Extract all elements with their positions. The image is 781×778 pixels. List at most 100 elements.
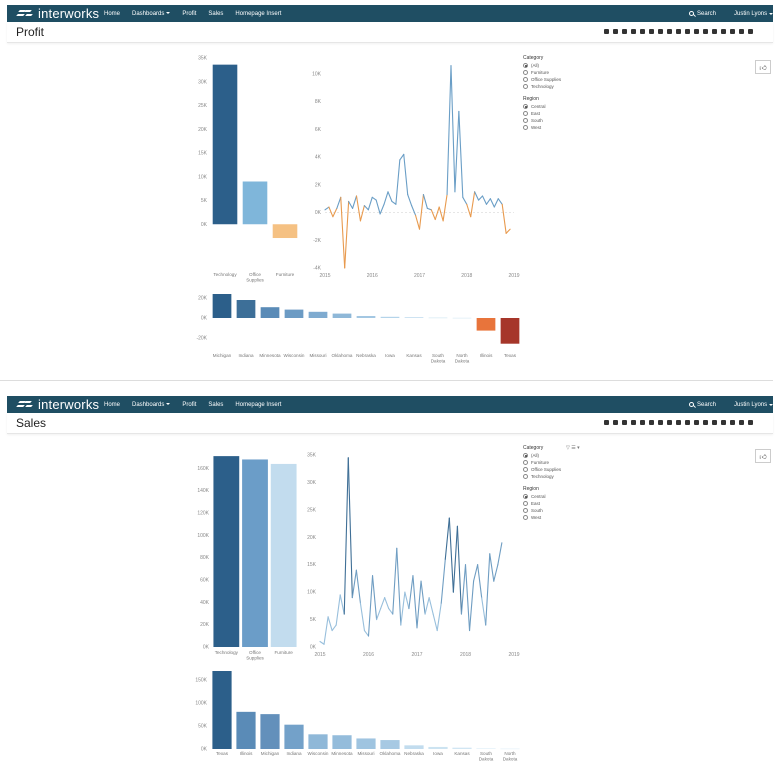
pause-icon[interactable] [621, 419, 628, 426]
camera-icon[interactable] [711, 28, 718, 35]
line-segment[interactable] [380, 597, 386, 610]
bar-office-supplies[interactable] [242, 459, 268, 647]
radio-icon[interactable] [523, 474, 528, 479]
bar-wisconsin[interactable] [284, 309, 304, 318]
radio-icon[interactable] [523, 77, 528, 82]
line-segment[interactable] [444, 517, 450, 560]
radio-icon[interactable] [523, 508, 528, 513]
line-segment[interactable] [408, 575, 414, 610]
line-segment[interactable] [470, 191, 476, 218]
thumbs-up-button[interactable]: 👍︎ [755, 60, 771, 74]
region-option[interactable]: South [523, 507, 561, 514]
line-segment[interactable] [501, 203, 507, 234]
line-segment[interactable] [363, 205, 369, 211]
nav-profit[interactable]: Profit [182, 10, 197, 17]
line-segment[interactable] [432, 613, 438, 632]
bar-minnesota[interactable] [260, 307, 280, 318]
radio-icon[interactable] [523, 453, 528, 458]
favorite-icon[interactable] [729, 28, 736, 35]
line-segment[interactable] [464, 564, 471, 632]
line-segment[interactable] [434, 206, 440, 221]
bar-illinois[interactable] [236, 711, 256, 749]
pdf-icon[interactable] [648, 28, 655, 35]
line-segment[interactable] [493, 198, 499, 208]
bar-michigan[interactable] [260, 714, 280, 749]
bar-kansas[interactable] [404, 317, 424, 318]
thumbs-up-button[interactable]: 👍︎ [755, 449, 771, 463]
line-segment[interactable] [347, 457, 353, 599]
line-segment[interactable] [367, 575, 374, 637]
line-segment[interactable] [450, 65, 456, 193]
nav-dashboards[interactable]: Dashboards [132, 402, 171, 408]
user-menu[interactable]: Justin Lyons [734, 5, 774, 22]
line-segment[interactable] [392, 547, 398, 615]
region-option[interactable]: Central [523, 493, 561, 500]
region-option[interactable]: Central [523, 103, 561, 110]
favorite-icon[interactable] [729, 419, 736, 426]
category-option[interactable]: Furniture [523, 69, 561, 76]
line-segment[interactable] [403, 153, 409, 196]
bar-texas[interactable] [212, 671, 232, 749]
region-option[interactable]: East [523, 110, 561, 117]
bar-michigan[interactable] [212, 294, 232, 318]
line-segment[interactable] [436, 602, 442, 632]
radio-icon[interactable] [523, 118, 528, 123]
line-segment[interactable] [371, 575, 378, 621]
line-segment[interactable] [452, 525, 458, 593]
radio-icon[interactable] [523, 460, 528, 465]
line-segment[interactable] [363, 629, 370, 637]
category-option[interactable]: Office Supplies [523, 76, 561, 83]
line-segment[interactable] [332, 207, 338, 218]
line-segment[interactable] [328, 206, 334, 218]
radio-icon[interactable] [523, 63, 528, 68]
line-segment[interactable] [505, 228, 511, 234]
alert-icon[interactable] [684, 419, 691, 426]
nav-sales[interactable]: Sales [208, 10, 224, 17]
line-segment[interactable] [344, 200, 350, 269]
bar-nebraska[interactable] [356, 316, 376, 318]
category-option[interactable]: (All) [523, 62, 561, 69]
line-segment[interactable] [424, 597, 430, 615]
category-option[interactable]: Furniture [523, 459, 561, 466]
line-segment[interactable] [384, 597, 390, 610]
line-segment[interactable] [343, 457, 349, 615]
line-segment[interactable] [327, 616, 333, 632]
line-segment[interactable] [407, 194, 413, 207]
radio-icon[interactable] [523, 111, 528, 116]
camera-icon[interactable] [711, 419, 718, 426]
radio-icon[interactable] [523, 104, 528, 109]
line-segment[interactable] [485, 198, 491, 205]
line-segment[interactable] [391, 200, 397, 205]
refresh-icon[interactable] [612, 419, 619, 426]
line-segment[interactable] [359, 602, 366, 632]
subscribe-icon[interactable] [693, 419, 700, 426]
refresh-icon[interactable] [612, 28, 619, 35]
expand-icon[interactable] [603, 419, 610, 426]
image-icon[interactable] [639, 28, 646, 35]
category-option[interactable]: (All) [523, 452, 561, 459]
line-segment[interactable] [383, 191, 389, 205]
line-segment[interactable] [395, 159, 401, 205]
line-segment[interactable] [462, 196, 468, 205]
line-segment[interactable] [493, 564, 499, 582]
nav-profit[interactable]: Profit [182, 401, 197, 408]
line-segment[interactable] [438, 206, 444, 222]
pause-icon[interactable] [621, 28, 628, 35]
line-segment[interactable] [412, 575, 418, 629]
bar-missouri[interactable] [356, 738, 376, 749]
line-segment[interactable] [477, 564, 483, 599]
line-segment[interactable] [339, 594, 345, 615]
download-icon[interactable] [666, 28, 673, 35]
bar-office-supplies[interactable] [242, 181, 268, 225]
bar-indiana[interactable] [284, 724, 304, 749]
bar-furniture[interactable] [272, 224, 298, 239]
comment-icon[interactable] [720, 419, 727, 426]
region-option[interactable]: East [523, 500, 561, 507]
line-segment[interactable] [396, 547, 402, 626]
bar-missouri[interactable] [308, 311, 328, 318]
bar-iowa[interactable] [428, 746, 448, 749]
nav-sales[interactable]: Sales [208, 401, 224, 408]
bar-iowa[interactable] [380, 316, 400, 318]
radio-icon[interactable] [523, 467, 528, 472]
bar-minnesota[interactable] [332, 735, 352, 749]
